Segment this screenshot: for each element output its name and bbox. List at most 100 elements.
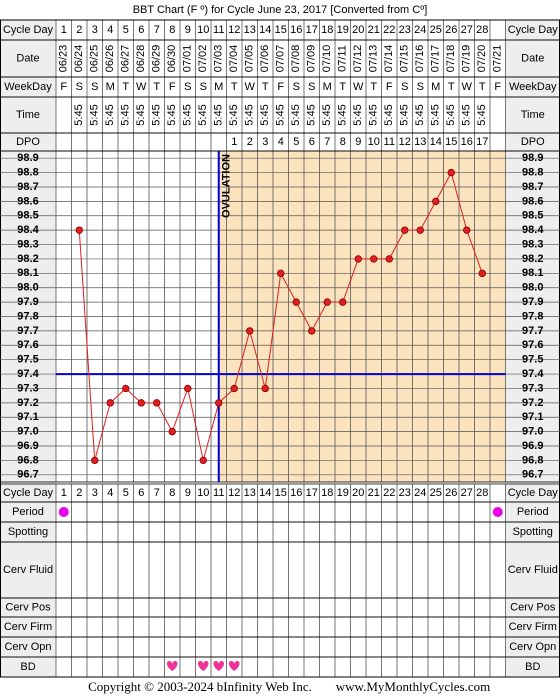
- time: 5:45: [445, 104, 457, 125]
- weekday: F: [277, 81, 284, 93]
- cycle-day: 10: [197, 24, 209, 36]
- date: 06/29: [151, 45, 163, 73]
- row-label: Time: [16, 109, 40, 121]
- y-tick-label: 98.2: [17, 253, 38, 265]
- y-tick-label: 98.3: [522, 238, 543, 250]
- row-label: Date: [521, 52, 544, 64]
- y-tick-label: 97.1: [17, 411, 38, 423]
- time: 5:45: [228, 104, 240, 125]
- temp-point: [463, 226, 471, 234]
- cycle-day: 26: [445, 24, 457, 36]
- date: 07/12: [352, 45, 364, 73]
- weekday: S: [308, 81, 315, 93]
- y-tick-label: 97.3: [522, 382, 543, 394]
- chart-title: BBT Chart (F º) for Cycle June 23, 2017 …: [133, 4, 428, 16]
- temp-point: [323, 298, 331, 306]
- cycle-day: 22: [383, 487, 395, 499]
- weekday: M: [323, 81, 332, 93]
- time: 5:45: [73, 104, 85, 125]
- date: 06/27: [120, 45, 132, 73]
- y-tick-label: 97.6: [17, 339, 38, 351]
- y-tick-label: 98.7: [17, 181, 38, 193]
- weekday: W: [462, 81, 473, 93]
- row-label: Cycle Day: [3, 487, 54, 499]
- temp-point: [354, 255, 362, 263]
- row-label: Spotting: [513, 526, 553, 538]
- dpo: 11: [384, 136, 395, 148]
- weekday: S: [91, 81, 98, 93]
- temp-point: [447, 168, 455, 177]
- dpo: 17: [476, 136, 488, 148]
- dpo: 5: [293, 136, 299, 148]
- temp-point: [292, 298, 300, 306]
- label-column-bg: [0, 20, 56, 677]
- dpo: 9: [355, 136, 361, 148]
- date: 07/04: [228, 45, 240, 73]
- cycle-day: 20: [352, 24, 364, 36]
- cycle-day: 23: [399, 487, 411, 499]
- date: 07/02: [197, 45, 209, 73]
- weekday: S: [293, 81, 300, 93]
- date: 07/01: [182, 45, 194, 73]
- y-tick-label: 98.4: [522, 224, 544, 236]
- cycle-day: 12: [228, 487, 240, 499]
- cycle-day: 15: [275, 487, 287, 499]
- cycle-day: 2: [76, 487, 82, 499]
- cycle-day: 12: [228, 24, 240, 36]
- y-tick-label: 97.7: [17, 325, 38, 337]
- y-tick-label: 96.9: [522, 440, 543, 452]
- dpo: 16: [461, 136, 473, 148]
- cycle-day: 19: [337, 24, 349, 36]
- cycle-day: 10: [197, 487, 209, 499]
- date: 07/14: [383, 45, 395, 73]
- dpo: 7: [324, 136, 330, 148]
- weekday: F: [386, 81, 393, 93]
- date: 07/07: [275, 45, 287, 73]
- time: 5:45: [383, 104, 395, 125]
- temp-point: [339, 298, 347, 306]
- date: 06/26: [104, 45, 116, 73]
- y-tick-label: 97.5: [522, 354, 543, 366]
- weekday: F: [169, 81, 176, 93]
- cycle-day: 14: [259, 24, 271, 36]
- cycle-day: 13: [244, 487, 256, 499]
- cycle-day: 17: [306, 24, 318, 36]
- y-tick-label: 97.7: [522, 325, 543, 337]
- weekday: S: [401, 81, 408, 93]
- y-tick-label: 97.3: [17, 382, 38, 394]
- time: 5:45: [337, 104, 349, 125]
- dpo: 6: [309, 136, 315, 148]
- cycle-day: 6: [138, 487, 144, 499]
- row-label: Cerv Pos: [510, 601, 556, 613]
- row-label: DPO: [521, 136, 545, 148]
- y-tick-label: 97.8: [17, 310, 38, 322]
- cycle-day: 21: [368, 24, 380, 36]
- y-tick-label: 97.9: [522, 296, 543, 308]
- time: 5:45: [120, 104, 132, 125]
- period-dot: [58, 507, 69, 517]
- cycle-day: 4: [107, 24, 113, 36]
- row-label: Cycle Day: [3, 24, 54, 36]
- cycle-day: 27: [461, 487, 473, 499]
- cycle-day: 20: [352, 487, 364, 499]
- cycle-day: 5: [123, 487, 129, 499]
- cycle-day: 14: [259, 487, 271, 499]
- y-tick-label: 98.5: [522, 210, 543, 222]
- date: 07/19: [461, 45, 473, 73]
- dpo: 12: [399, 136, 411, 148]
- dpo: 8: [340, 136, 346, 148]
- weekday: F: [494, 81, 501, 93]
- site: www.MyMonthlyCycles.com: [336, 679, 490, 694]
- cycle-day: 1: [61, 487, 67, 499]
- date: 07/13: [368, 45, 380, 73]
- cycle-day: 11: [213, 487, 224, 499]
- y-tick-label: 98.1: [17, 267, 38, 279]
- cycle-day: 25: [430, 487, 442, 499]
- weekday: M: [431, 81, 440, 93]
- cycle-day: 27: [461, 24, 473, 36]
- weekday: S: [200, 81, 207, 93]
- cycle-day: 11: [213, 24, 224, 36]
- bd-heart: [197, 661, 209, 671]
- row-label: DPO: [16, 136, 40, 148]
- date: 07/11: [337, 45, 349, 72]
